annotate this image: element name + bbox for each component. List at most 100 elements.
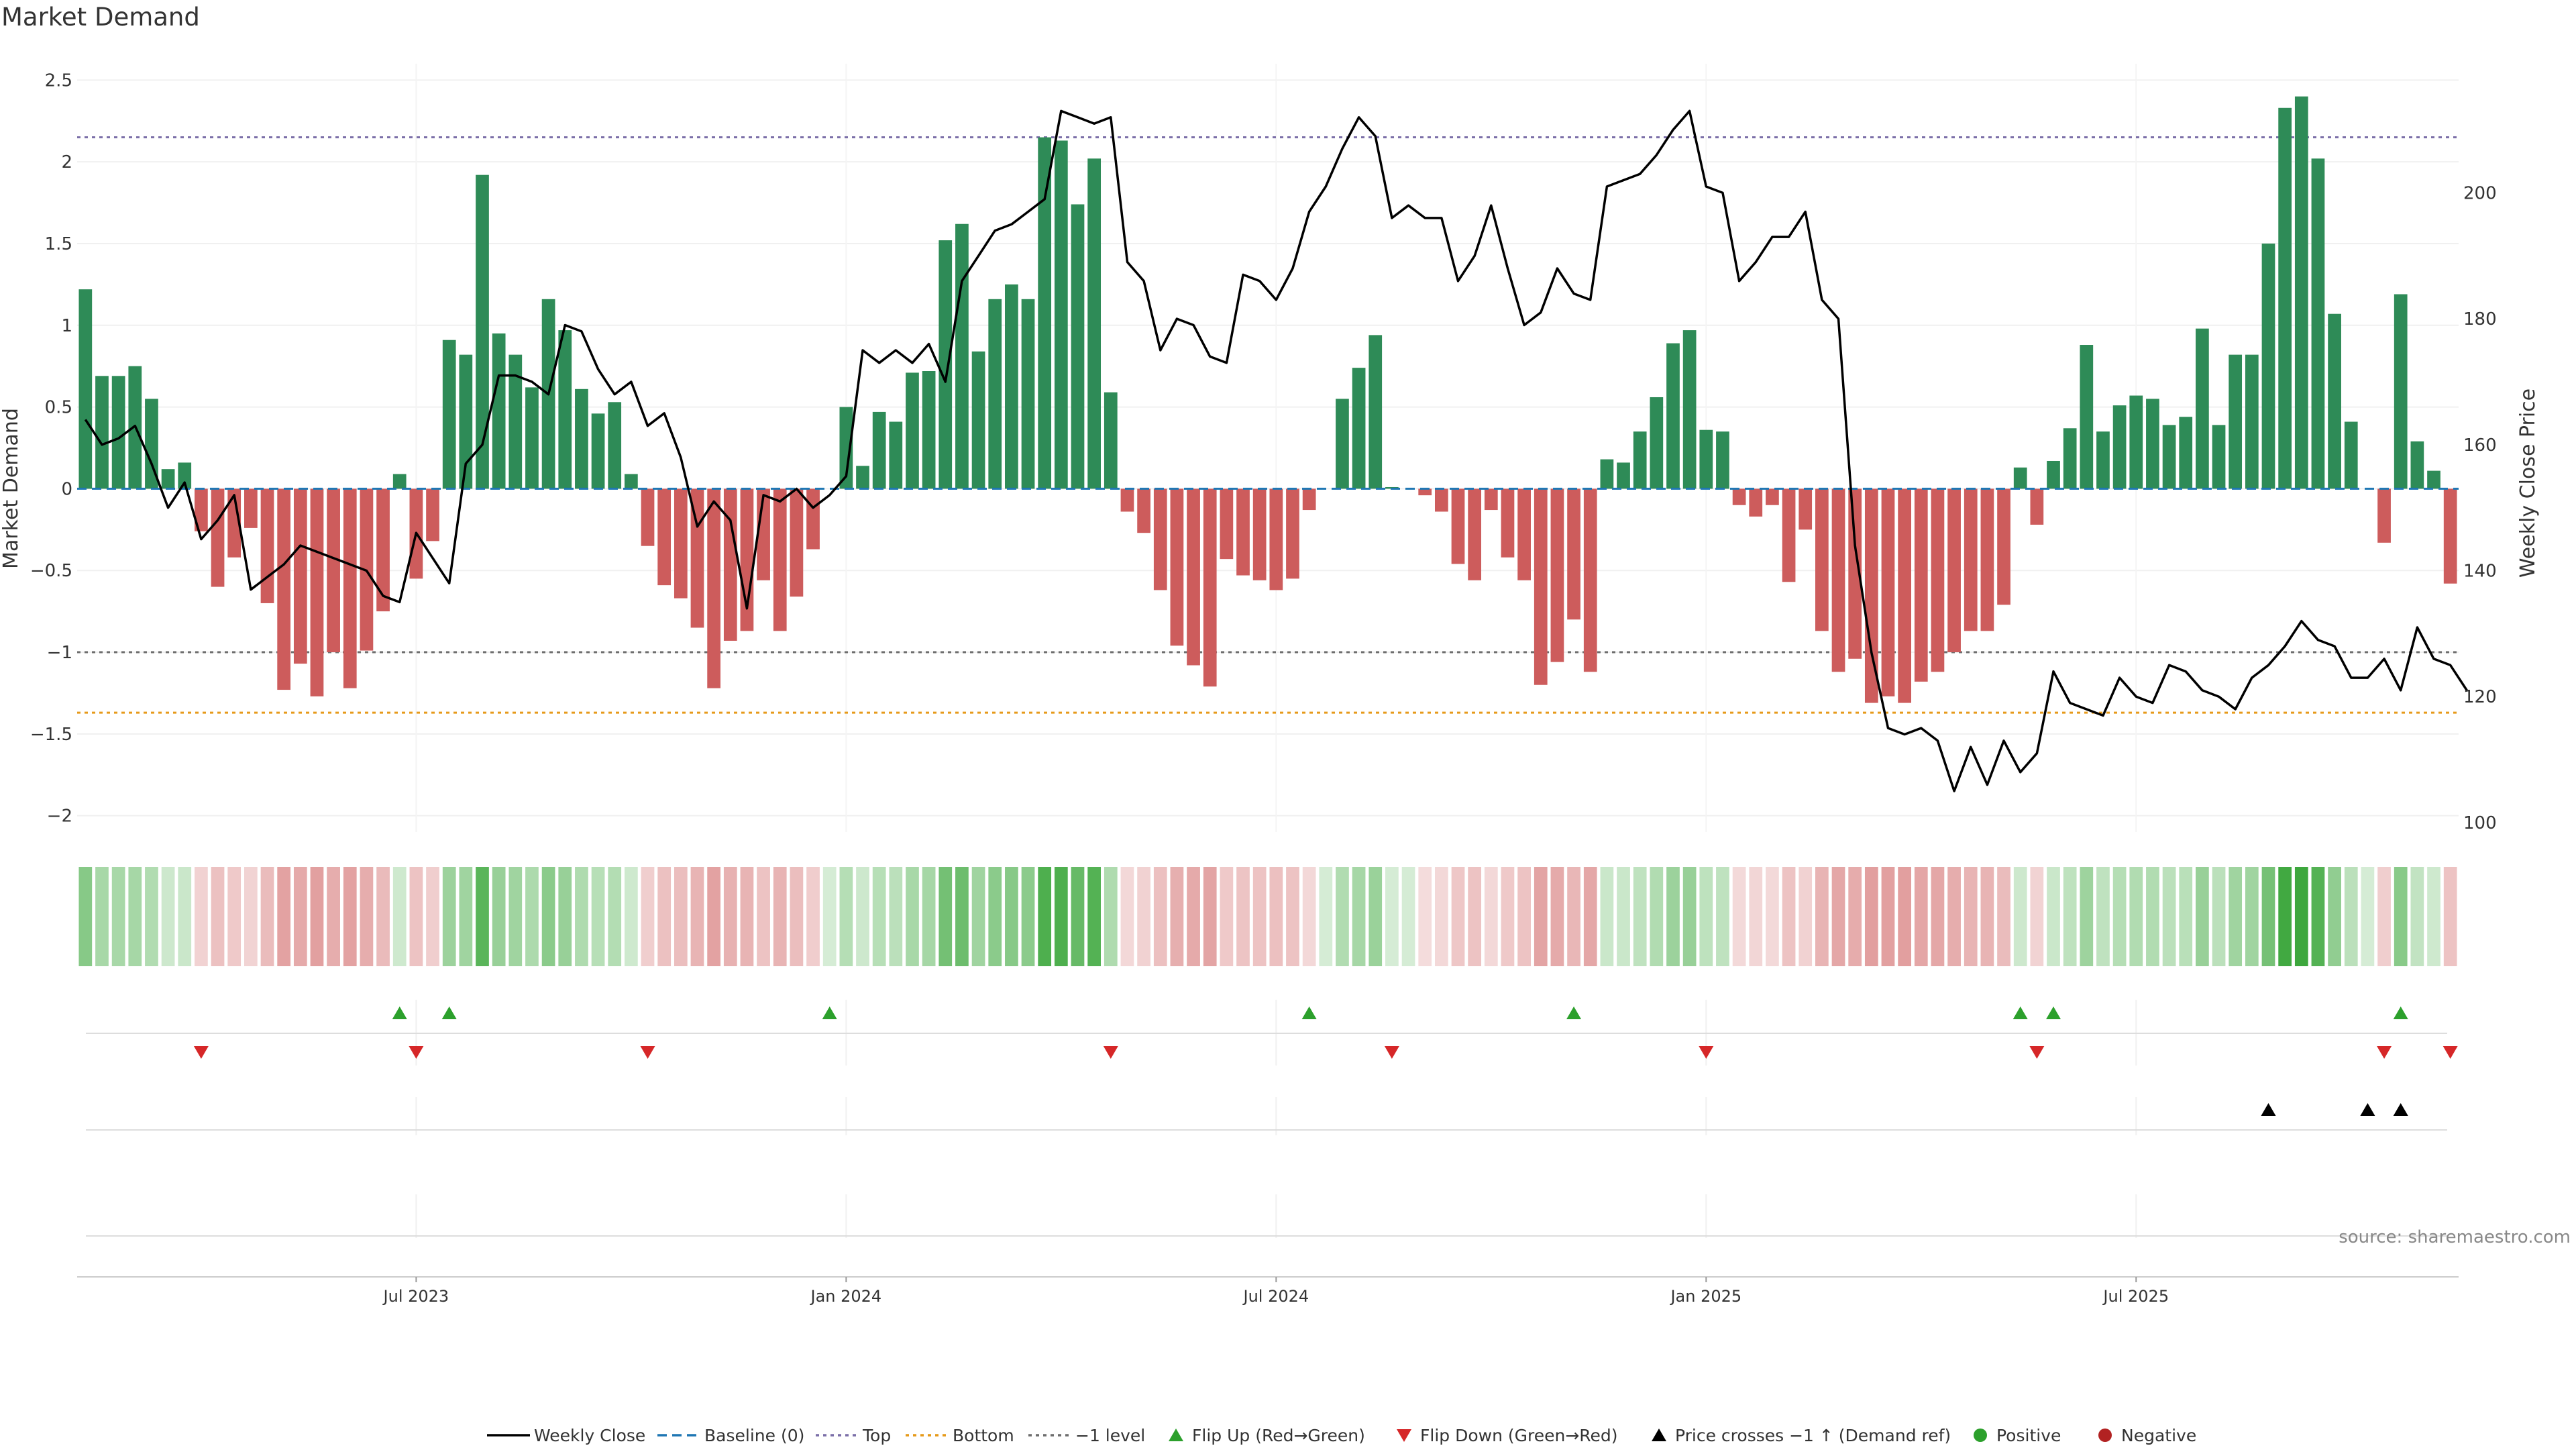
y-tick-label: 2.5	[45, 70, 72, 91]
flip-down-marker	[2443, 1046, 2458, 1059]
flip-down-markers	[193, 1046, 2458, 1059]
heat-cell-positive	[1021, 867, 1035, 966]
bar-positive	[525, 387, 539, 489]
bar-positive	[889, 421, 903, 489]
heat-cell-positive	[2328, 867, 2341, 966]
y-tick-label: −0.5	[30, 561, 72, 581]
bar-negative	[1980, 488, 1994, 631]
heat-cell-negative	[1153, 867, 1167, 966]
heat-cell-positive	[988, 867, 1002, 966]
heat-cell-negative	[773, 867, 787, 966]
legend-label: Positive	[1996, 1426, 2061, 1445]
legend-item: Positive	[1974, 1426, 2061, 1445]
bar-positive	[1682, 330, 1697, 489]
heat-cell-negative	[1484, 867, 1498, 966]
heat-cell-positive	[1699, 867, 1713, 966]
bar-positive	[1087, 158, 1102, 489]
bar-negative	[707, 488, 720, 688]
bar-negative	[1252, 488, 1267, 580]
heat-cell-negative	[1534, 867, 1548, 966]
legend-swatch-triangle-down	[1397, 1429, 1411, 1442]
heat-cell-negative	[1302, 867, 1316, 966]
bar-negative	[1534, 488, 1548, 685]
bar-positive	[476, 174, 489, 489]
bar-negative	[244, 488, 258, 528]
bar-negative	[310, 488, 324, 696]
bar-positive	[2096, 431, 2110, 489]
heat-cell-negative	[1187, 867, 1200, 966]
heat-cell-negative	[409, 867, 423, 966]
bar-negative	[426, 488, 439, 541]
bar-negative	[327, 488, 340, 653]
bar-negative	[195, 488, 208, 531]
bar-negative	[740, 488, 754, 631]
heat-cell-positive	[2179, 867, 2193, 966]
price-cross-markers	[2261, 1103, 2408, 1116]
bar-positive	[1716, 431, 1729, 489]
flip-down-marker	[1384, 1046, 1399, 1059]
heat-cell-negative	[1468, 867, 1482, 966]
y2-tick-label: 120	[2463, 687, 2497, 707]
heat-cell-negative	[707, 867, 720, 966]
y-tick-label: −2	[47, 807, 72, 827]
bar-positive	[2229, 354, 2243, 489]
bar-positive	[1054, 140, 1068, 489]
bar-negative	[1898, 488, 1911, 703]
bar-positive	[392, 474, 407, 489]
legend-item: Weekly Close	[487, 1426, 645, 1445]
bar-positive	[906, 372, 919, 489]
weekly-close-line	[84, 109, 2468, 792]
bar-positive	[839, 407, 853, 489]
heat-cell-negative	[641, 867, 655, 966]
heat-cell-positive	[1716, 867, 1729, 966]
bar-positive	[1021, 299, 1035, 489]
heat-cell-positive	[1385, 867, 1399, 966]
y2-tick-label: 160	[2463, 435, 2497, 456]
bar-positive	[872, 411, 886, 489]
bar-negative	[1468, 488, 1482, 580]
y-tick-label: 0.5	[45, 398, 72, 418]
bar-positive	[2129, 395, 2143, 489]
heat-cell-negative	[1881, 867, 1895, 966]
y2-axis-ticks: 200 180 160 140 120 100	[2463, 183, 2497, 833]
heat-cell-positive	[476, 867, 489, 966]
heat-cell-negative	[293, 867, 307, 966]
heat-cell-positive	[575, 867, 588, 966]
x-tick-label: Jul 2024	[1242, 1287, 1309, 1306]
legend-item: Negative	[2098, 1426, 2196, 1445]
heat-cell-positive	[1682, 867, 1697, 966]
heat-cell-negative	[1269, 867, 1283, 966]
bar-positive	[608, 402, 622, 489]
heat-cell-positive	[508, 867, 523, 966]
heat-cell-negative	[2030, 867, 2044, 966]
heat-cell-negative	[277, 867, 291, 966]
bar-positive	[1071, 204, 1085, 489]
bar-positive	[1699, 429, 1713, 489]
y2-tick-label: 100	[2463, 813, 2497, 833]
heat-cell-positive	[95, 867, 109, 966]
heat-cell-negative	[1434, 867, 1448, 966]
bar-negative	[1220, 488, 1234, 560]
legend-label: Flip Down (Green→Red)	[1420, 1426, 1618, 1445]
heat-cell-negative	[1749, 867, 1763, 966]
flip-down-marker	[1699, 1046, 1714, 1059]
bar-negative	[1236, 488, 1250, 576]
heat-cell-positive	[111, 867, 125, 966]
heat-cell-positive	[525, 867, 539, 966]
flip-up-marker	[1301, 1006, 1317, 1019]
flip-down-marker	[640, 1046, 655, 1059]
bar-positive	[922, 371, 936, 489]
bar-positive	[2212, 425, 2226, 489]
bar-positive	[856, 466, 869, 489]
flip-down-marker	[1103, 1046, 1118, 1059]
bar-positive	[575, 388, 588, 489]
bar-negative	[1170, 488, 1184, 646]
bar-negative	[1931, 488, 1945, 672]
bar-positive	[508, 354, 523, 489]
heat-cell-negative	[1831, 867, 1845, 966]
heat-cell-negative	[1567, 867, 1580, 966]
heat-cell-negative	[1799, 867, 1813, 966]
bar-negative	[1550, 488, 1564, 662]
heat-cell-negative	[1732, 867, 1746, 966]
